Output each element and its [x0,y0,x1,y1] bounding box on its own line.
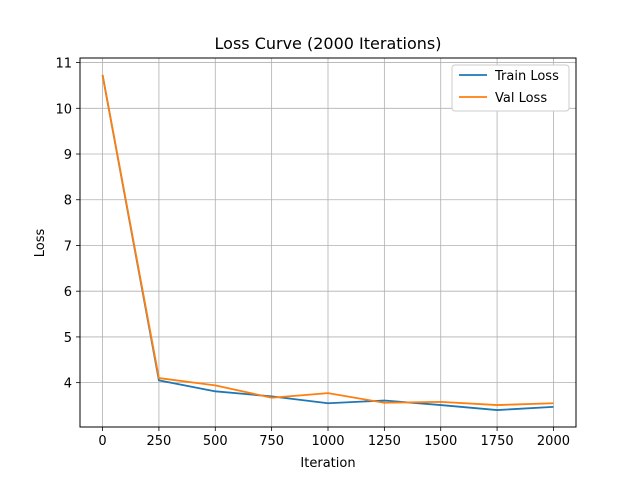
y-tick-label: 5 [64,331,72,346]
y-tick-label: 7 [64,239,72,254]
legend-box [451,64,570,112]
series-line-val-loss [101,74,554,406]
x-tick-label: 250 [146,434,171,449]
y-tick-label: 6 [64,285,72,300]
legend-label-val-loss: Val Loss [495,91,547,106]
x-axis-label: Iteration [300,456,355,471]
y-tick-label: 10 [55,102,72,117]
chart-title: Loss Curve (2000 Iterations) [215,34,442,53]
x-tick-label: 0 [98,434,106,449]
x-tick-label: 500 [203,434,228,449]
x-tick-label: 1750 [481,434,514,449]
y-axis-label: Loss [33,229,48,258]
tick-layer: 0 250 500 750 1000 1250 1500 1750 2000 4 5 6 7 8 9 10 11 [55,57,570,449]
x-tick-label: 1250 [368,434,401,449]
series-layer [101,74,554,411]
x-tick-label: 1500 [424,434,457,449]
x-tick-label: 2000 [537,434,570,449]
legend-label-train-loss: Train Loss [494,69,559,84]
y-tick-label: 8 [64,194,72,209]
y-tick-label: 9 [64,148,72,163]
x-tick-label: 750 [259,434,284,449]
series-line-train-loss [101,74,554,411]
y-tick-label: 4 [64,377,72,392]
y-tick-label: 11 [55,57,72,72]
legend: Train Loss Val Loss [451,64,570,112]
x-tick-label: 1000 [311,434,344,449]
grid-layer [80,58,576,427]
